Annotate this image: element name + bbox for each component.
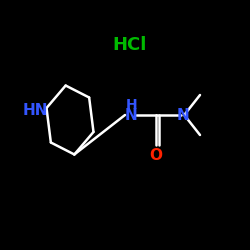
Text: H: H [126,98,137,112]
Text: N: N [125,108,138,122]
Text: HN: HN [22,103,48,118]
Text: O: O [150,148,163,162]
Text: N: N [176,108,189,122]
Text: HCl: HCl [113,36,147,54]
